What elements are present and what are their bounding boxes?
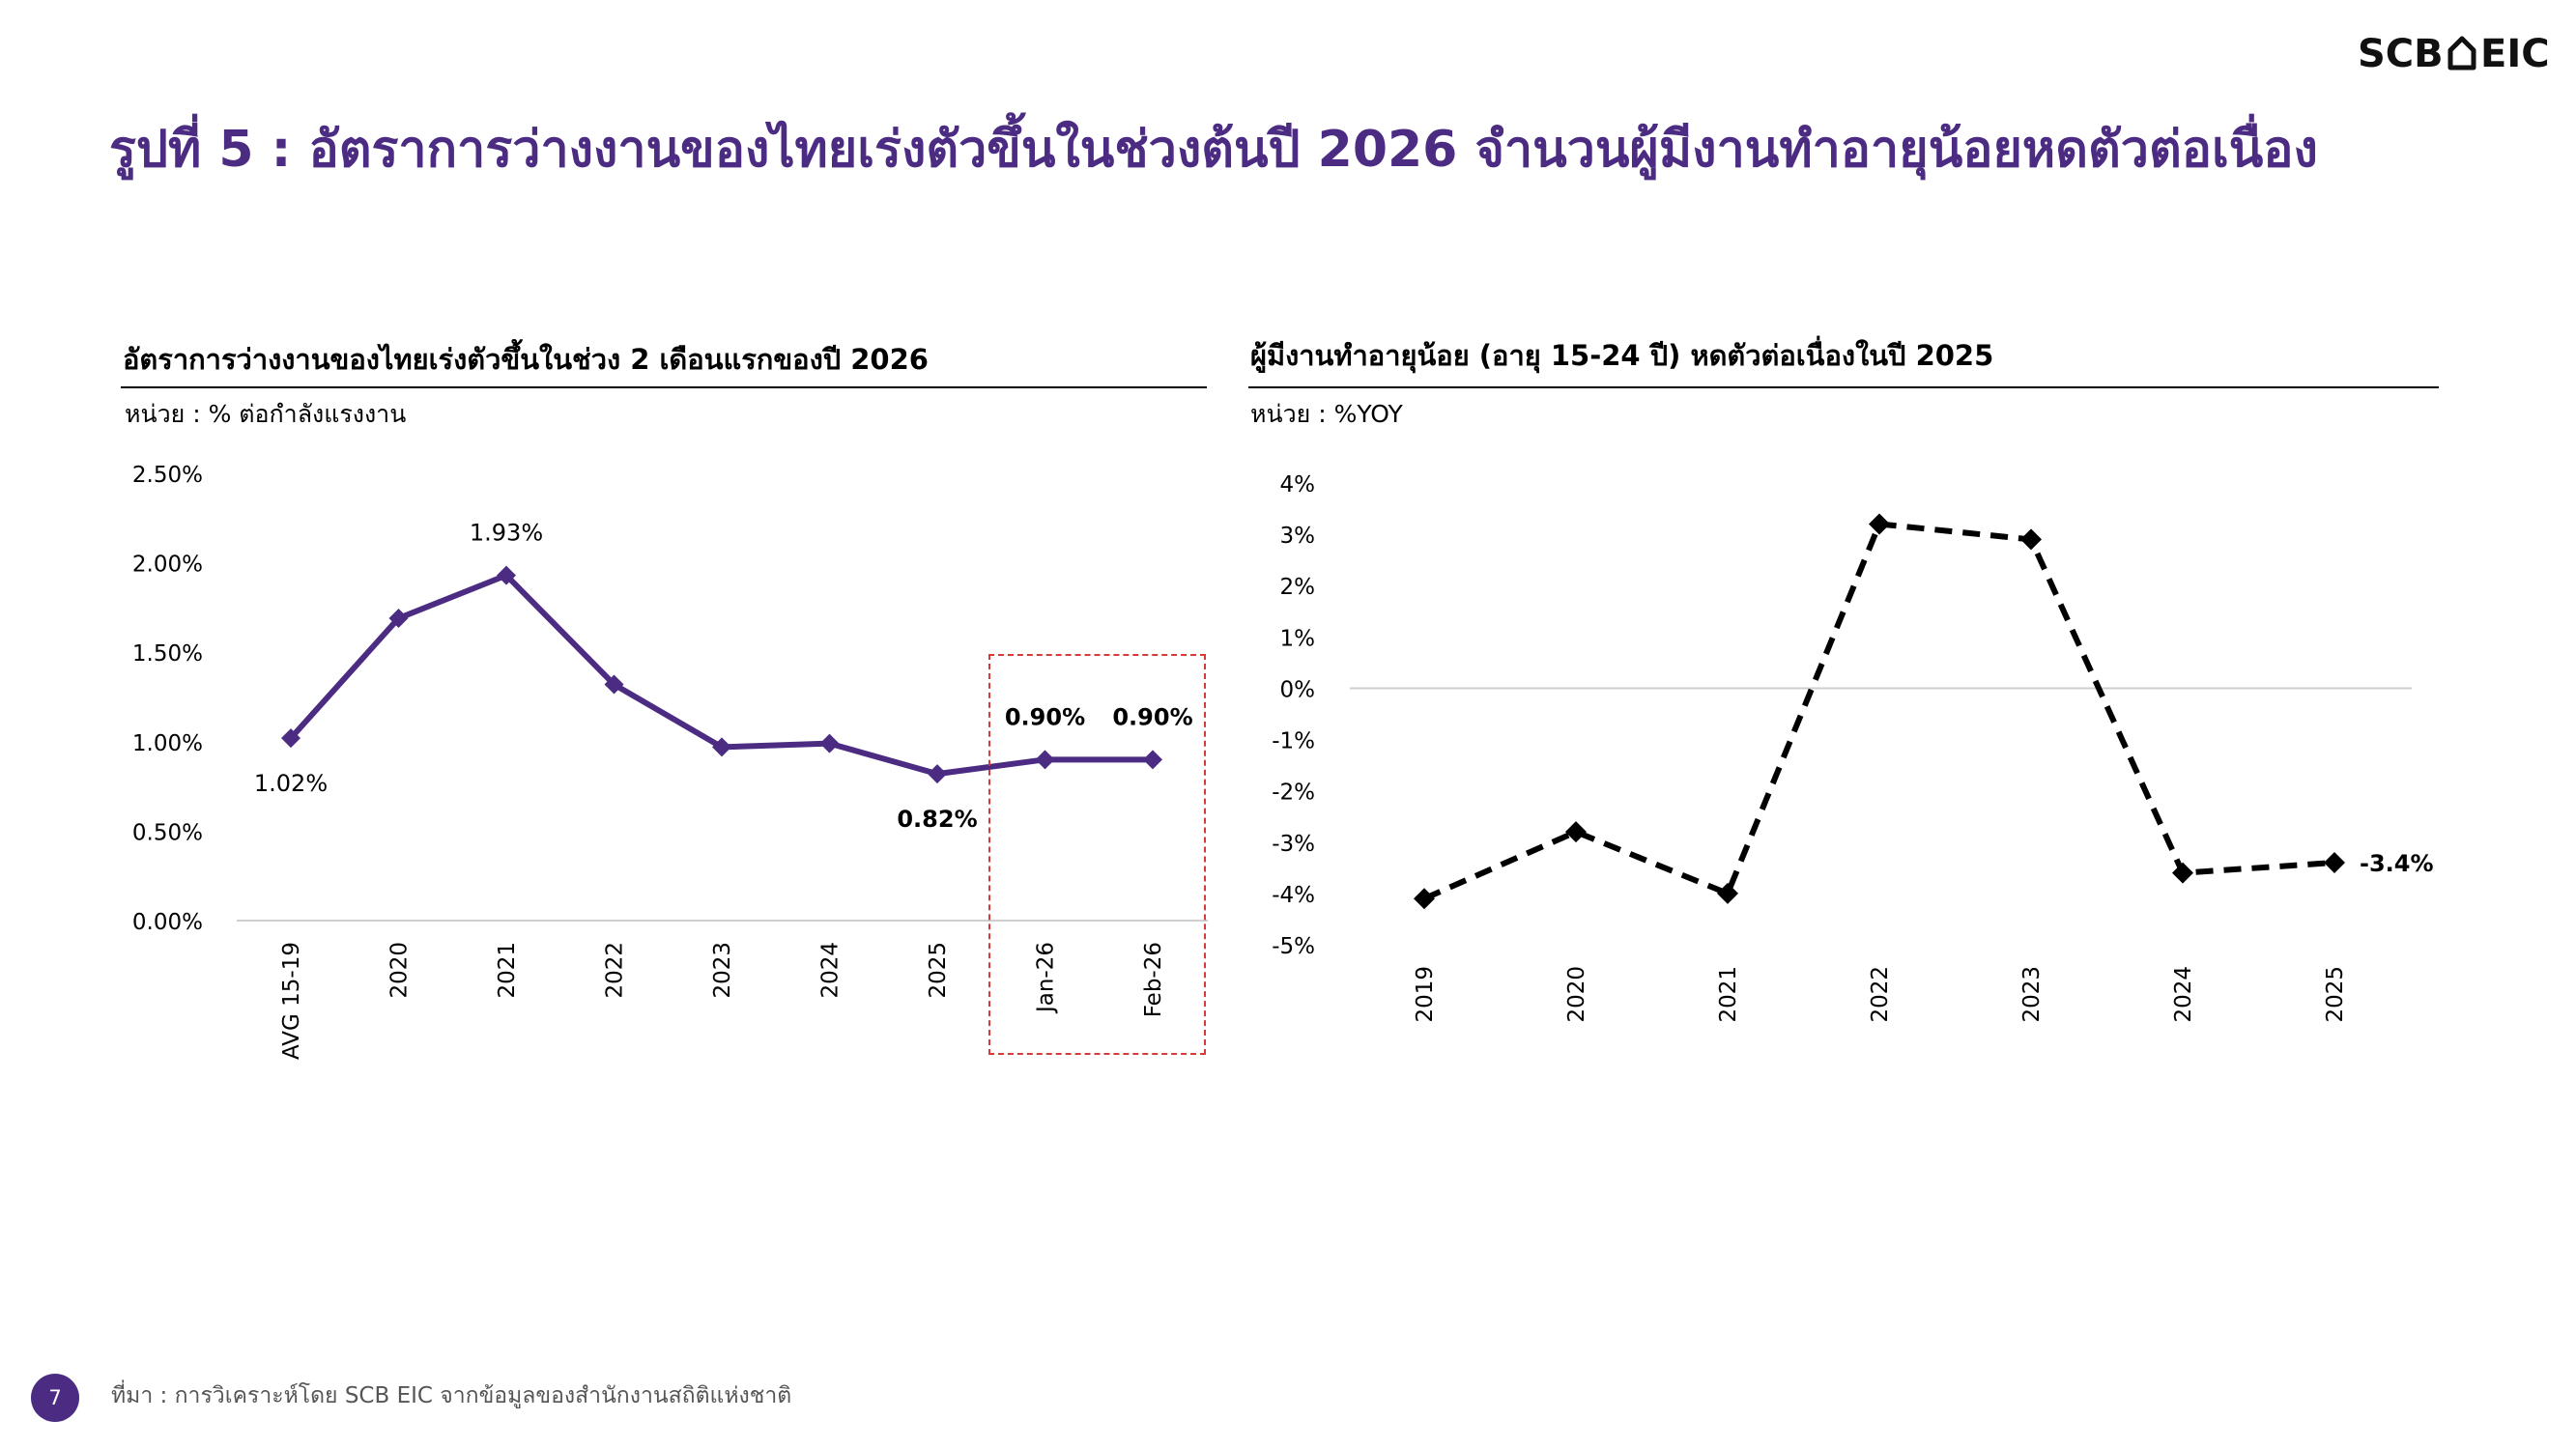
youth-employment-chart: -5% -4% -3% -2% -1% 0% 1% 2% 3% 4% 2019 2020 2021 202…	[1272, 472, 2434, 1023]
x-tick-label: 2019	[1413, 966, 1438, 1023]
data-label: 1.02%	[254, 770, 328, 797]
data-label: 0.82%	[897, 806, 977, 833]
y-tick-label: -1%	[1272, 729, 1315, 754]
source-note: ที่มา : การวิเคราะห์โดย SCB EIC จากข้อมู…	[111, 1383, 792, 1408]
x-tick-label: 2021	[1716, 966, 1741, 1023]
y-tick-label: 3%	[1280, 524, 1316, 549]
svg-text:SCB: SCB	[2358, 32, 2444, 76]
data-point	[819, 733, 840, 753]
data-point	[281, 728, 301, 749]
data-point	[388, 609, 409, 629]
x-tick-label: 2022	[1868, 966, 1893, 1023]
data-point	[1143, 750, 1162, 770]
data-point	[2172, 862, 2193, 884]
unemployment-rate-chart: 0.00% 0.50% 1.00% 1.50% 2.00% 2.50% AVG 15-19 2…	[132, 463, 1208, 1060]
y-tick-label: 0%	[1280, 677, 1316, 702]
series-line	[1422, 521, 2335, 901]
y-tick-label: 2.50%	[132, 463, 203, 488]
y-tick-label: 2.00%	[132, 553, 203, 578]
y-tick-label: -2%	[1272, 781, 1315, 806]
y-tick-label: 1.50%	[132, 641, 203, 667]
x-tick-label: 2023	[2019, 966, 2045, 1023]
y-tick-label: -3%	[1272, 832, 1315, 857]
data-point	[1869, 513, 1890, 535]
data-label: 1.93%	[470, 520, 543, 547]
data-point	[1035, 750, 1055, 770]
left-chart-unit: หน่วย : % ต่อกำลังแรงงาน	[125, 400, 407, 428]
x-tick-label: 2025	[926, 942, 951, 999]
left-chart-title: อัตราการว่างงานของไทยเร่งตัวขึ้นในช่วง 2…	[123, 343, 929, 376]
x-tick-label: Feb-26	[1141, 942, 1166, 1017]
y-tick-label: 1.00%	[132, 731, 203, 756]
data-point	[2324, 852, 2345, 874]
data-point	[1717, 882, 1738, 904]
data-point	[1565, 821, 1587, 843]
data-point	[604, 674, 624, 695]
right-chart-title: ผู้มีงานทำอายุน้อย (อายุ 15-24 ปี) หดตัว…	[1250, 339, 1994, 372]
x-tick-label: 2022	[603, 942, 628, 999]
y-tick-label: 0.50%	[132, 820, 203, 845]
x-tick-label: 2024	[818, 942, 844, 999]
x-tick-label: 2021	[495, 942, 520, 999]
left-chart-rule	[121, 386, 1207, 388]
page-title: รูปที่ 5 : อัตราการว่างงานของไทยเร่งตัวข…	[109, 121, 2318, 179]
y-tick-label: -4%	[1272, 883, 1315, 908]
x-tick-label: 2023	[710, 942, 735, 999]
data-point	[497, 565, 516, 585]
y-tick-label: 1%	[1280, 626, 1316, 651]
x-tick-label: 2020	[387, 942, 413, 999]
x-tick-label: 2024	[2171, 966, 2196, 1023]
y-tick-label: -5%	[1272, 934, 1315, 959]
x-tick-label: AVG 15-19	[279, 942, 304, 1060]
svg-text:EIC: EIC	[2480, 32, 2550, 76]
y-tick-label: 4%	[1280, 472, 1316, 497]
x-tick-label: Jan-26	[1034, 942, 1059, 1014]
data-label: -3.4%	[2360, 850, 2434, 877]
highlight-box	[988, 654, 1206, 1055]
page-number: 7	[31, 1374, 79, 1422]
x-tick-label: 2025	[2323, 966, 2348, 1023]
y-tick-label: 0.00%	[132, 910, 203, 935]
data-point	[712, 737, 731, 757]
right-chart-unit: หน่วย : %YOY	[1250, 400, 1403, 428]
scb-eic-logo: SCB EIC	[2358, 32, 2550, 76]
data-point	[928, 764, 947, 784]
data-point	[1414, 888, 1435, 910]
y-tick-label: 2%	[1280, 575, 1316, 600]
right-chart-rule	[1248, 386, 2439, 388]
data-label: 0.90%	[1005, 703, 1085, 730]
x-tick-label: 2020	[1564, 966, 1589, 1023]
data-label: 0.90%	[1112, 703, 1192, 730]
data-point	[2020, 528, 2042, 551]
